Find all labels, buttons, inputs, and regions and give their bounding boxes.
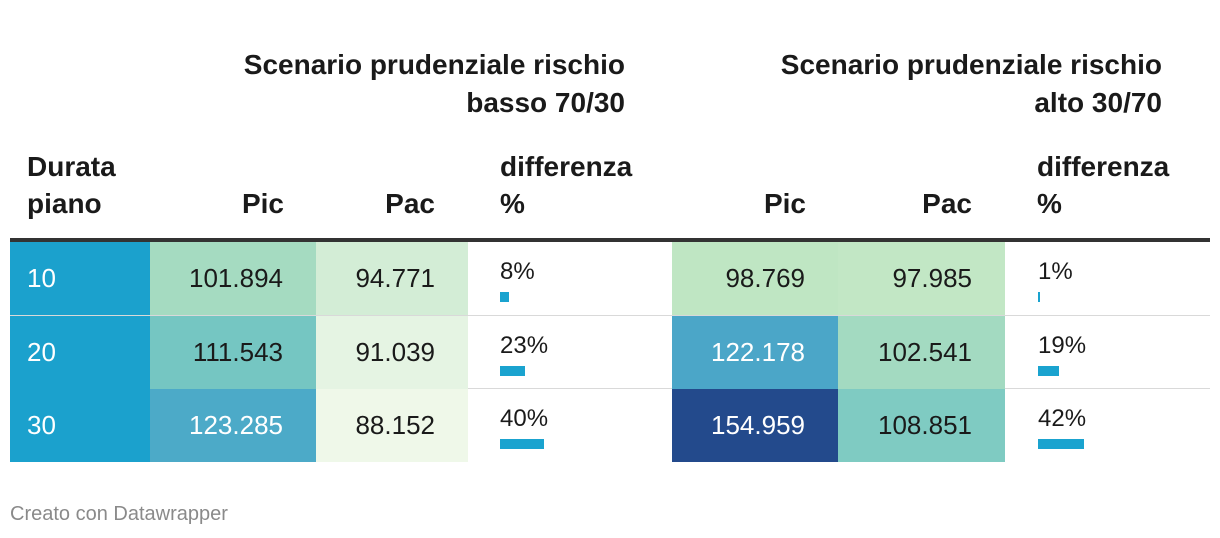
column-header-low-diff: differenza %	[500, 148, 632, 222]
low-risk-diff-label: 23%	[500, 332, 549, 359]
footer-credit: Creato con Datawrapper	[10, 503, 228, 525]
column-header-high-pac: Pac	[922, 188, 972, 219]
high-risk-diff-label: 42%	[1038, 405, 1087, 432]
high-risk-diff-bar	[1038, 366, 1059, 376]
low-risk-pac-cell: 88.152	[316, 389, 468, 462]
group-title-high-line2: alto 30/70	[1034, 87, 1162, 118]
high-risk-pac-cell: 102.541	[838, 316, 1005, 389]
high-risk-diff-bar	[1038, 439, 1085, 449]
low-risk-pac-cell: 91.039	[316, 316, 468, 389]
column-header-duration: Durata piano	[27, 148, 116, 222]
low-risk-pic-cell: 123.285	[150, 389, 316, 462]
group-title-high-risk: Scenario prudenziale rischio alto 30/70	[742, 46, 1162, 122]
low-risk-diff-label: 8%	[500, 258, 535, 285]
column-header-low-pic: Pic	[241, 188, 284, 219]
low-risk-diff-bar	[500, 439, 544, 449]
low-risk-diff-label: 40%	[500, 405, 549, 432]
row-divider	[10, 388, 1210, 389]
column-header-duration-line1: Durata	[27, 151, 116, 182]
group-title-low-line2: basso 70/30	[466, 87, 625, 118]
low-risk-diff-bar	[500, 292, 509, 302]
group-title-low-risk: Scenario prudenziale rischio basso 70/30	[205, 46, 625, 122]
column-header-low-pac: Pac	[385, 188, 435, 219]
row-divider	[10, 315, 1210, 316]
column-header-low-diff-line2: %	[500, 188, 525, 219]
column-header-high-diff: differenza %	[1037, 148, 1169, 222]
column-header-high-pic: Pic	[763, 188, 806, 219]
high-risk-pic-cell: 98.769	[672, 242, 838, 315]
column-header-low-diff-line1: differenza	[500, 151, 633, 182]
group-title-low-line1: Scenario prudenziale rischio	[243, 49, 625, 80]
duration-cell: 20	[10, 316, 150, 389]
duration-cell: 10	[10, 242, 150, 315]
high-risk-pac-cell: 108.851	[838, 389, 1005, 462]
duration-cell: 30	[10, 389, 150, 462]
column-header-high-diff-line2: %	[1037, 188, 1062, 219]
high-risk-pac-cell: 97.985	[838, 242, 1005, 315]
low-risk-pic-cell: 101.894	[150, 242, 316, 315]
column-header-duration-line2: piano	[27, 188, 102, 219]
high-risk-pic-cell: 122.178	[672, 316, 838, 389]
header-divider	[10, 238, 1210, 242]
low-risk-pic-cell: 111.543	[150, 316, 316, 389]
group-title-high-line1: Scenario prudenziale rischio	[780, 49, 1162, 80]
high-risk-pic-cell: 154.959	[672, 389, 838, 462]
low-risk-diff-bar	[500, 366, 526, 376]
high-risk-diff-label: 19%	[1038, 332, 1087, 359]
high-risk-diff-label: 1%	[1038, 258, 1073, 285]
column-header-high-diff-line1: differenza	[1037, 151, 1170, 182]
low-risk-pac-cell: 94.771	[316, 242, 468, 315]
high-risk-diff-bar	[1038, 292, 1040, 302]
